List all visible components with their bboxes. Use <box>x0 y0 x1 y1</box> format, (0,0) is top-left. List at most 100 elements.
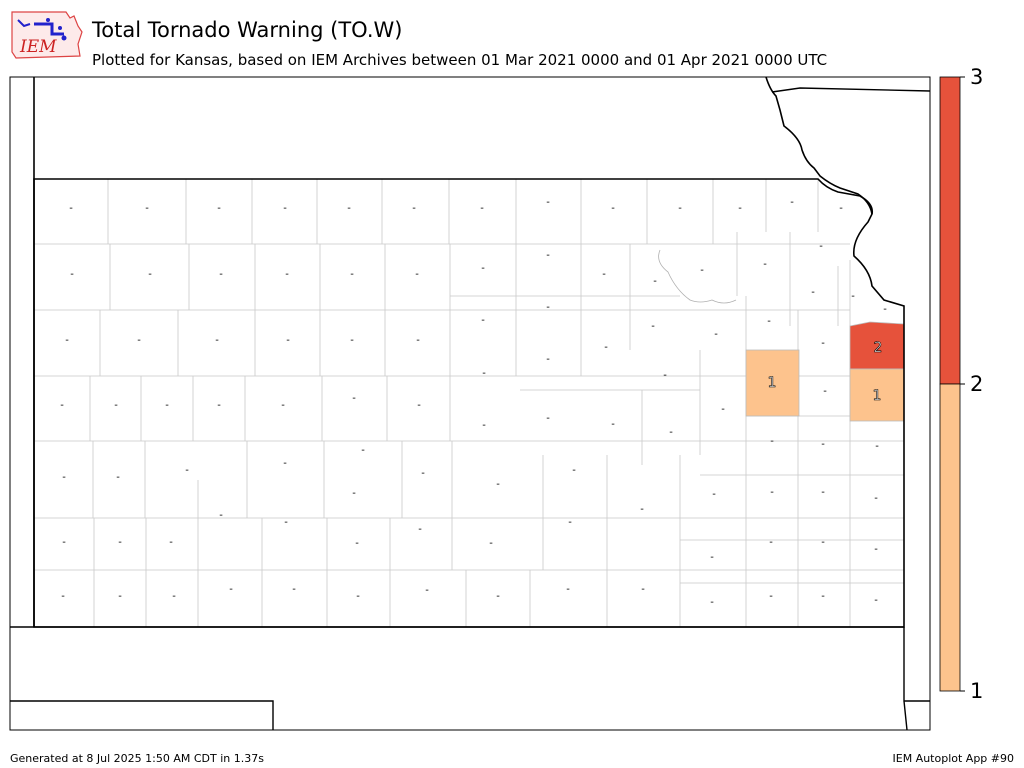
county-zero-marker: - <box>769 591 773 602</box>
county-zero-marker: - <box>145 203 149 214</box>
county-zero-marker: - <box>412 203 416 214</box>
county-zero-marker: - <box>215 335 219 346</box>
county-zero-marker: - <box>425 585 429 596</box>
county-zero-marker: - <box>482 368 486 379</box>
county-zero-marker: - <box>148 269 152 280</box>
county-zero-marker: - <box>284 517 288 528</box>
county-zero-marker: - <box>281 400 285 411</box>
county-zero-marker: - <box>283 458 287 469</box>
county-zero-marker: - <box>821 338 825 349</box>
missouri-river-border <box>765 76 873 215</box>
county-zero-marker: - <box>710 597 714 608</box>
county-zero-marker: - <box>480 203 484 214</box>
county-zero-marker: - <box>721 404 725 415</box>
county-zero-marker: - <box>874 493 878 504</box>
county-zero-marker: - <box>769 537 773 548</box>
county-zero-marker: - <box>611 419 615 430</box>
county-zero-marker: - <box>292 584 296 595</box>
county-value-label: 1 <box>873 388 882 404</box>
county-zero-marker: - <box>416 335 420 346</box>
app-footer: IEM Autoplot App #90 <box>892 752 1015 765</box>
county-zero-marker: - <box>61 591 65 602</box>
county-zero-marker: - <box>604 342 608 353</box>
generated-footer: Generated at 8 Jul 2025 1:50 AM CDT in 1… <box>10 752 264 765</box>
county-zero-marker: - <box>839 203 843 214</box>
county-zero-marker: - <box>350 269 354 280</box>
county-zero-marker: - <box>770 487 774 498</box>
map-subtitle: Plotted for Kansas, based on IEM Archive… <box>92 51 828 69</box>
county-zero-marker: - <box>883 304 887 315</box>
county-zero-marker: - <box>496 479 500 490</box>
county-zero-marker: - <box>65 335 69 346</box>
county-zero-marker: - <box>714 329 718 340</box>
county-zero-marker: - <box>566 584 570 595</box>
county-zero-marker: - <box>229 584 233 595</box>
colorbar-tick-label: 2 <box>970 372 984 396</box>
county-zero-marker: - <box>219 510 223 521</box>
county-zero-marker: - <box>283 203 287 214</box>
svg-text:IEM: IEM <box>19 37 57 57</box>
county-zero-marker: - <box>350 335 354 346</box>
colorbar-tick-label: 3 <box>970 65 984 89</box>
county-zero-marker: - <box>496 591 500 602</box>
county-zero-marker: - <box>217 203 221 214</box>
county-zero-marker: - <box>118 537 122 548</box>
county-zero-marker: - <box>678 203 682 214</box>
county-zero-marker: - <box>285 269 289 280</box>
county-zero-marker: - <box>738 203 742 214</box>
county-zero-marker: - <box>62 537 66 548</box>
county-zero-marker: - <box>219 269 223 280</box>
county-zero-marker: - <box>546 354 550 365</box>
county-zero-marker: - <box>790 197 794 208</box>
county-zero-marker: - <box>60 400 64 411</box>
county-zero-marker: - <box>700 265 704 276</box>
county-zero-marker: - <box>172 591 176 602</box>
county-zero-marker: - <box>137 335 141 346</box>
county-zero-marker: - <box>767 316 771 327</box>
county-zero-marker: - <box>821 487 825 498</box>
county-zero-marker: - <box>165 400 169 411</box>
county-zero-marker: - <box>851 291 855 302</box>
county-zero-marker: - <box>356 591 360 602</box>
county-zero-marker: - <box>355 538 359 549</box>
county-zero-marker: - <box>821 537 825 548</box>
county-zero-marker: - <box>568 517 572 528</box>
county-zero-marker: - <box>169 537 173 548</box>
county-zero-marker: - <box>421 468 425 479</box>
county-zero-marker: - <box>482 420 486 431</box>
county-fill <box>849 368 905 422</box>
county-zero-marker: - <box>821 591 825 602</box>
county-zero-marker: - <box>118 591 122 602</box>
county-zero-marker: - <box>641 584 645 595</box>
county-zero-marker: - <box>663 370 667 381</box>
map-title: Total Tornado Warning (TO.W) <box>92 18 403 42</box>
county-zero-marker: - <box>611 203 615 214</box>
county-zero-marker: - <box>286 335 290 346</box>
county-zero-marker: - <box>546 197 550 208</box>
county-zero-marker: - <box>651 321 655 332</box>
county-zero-marker: - <box>69 203 73 214</box>
county-value-label: 2 <box>874 340 883 356</box>
county-zero-marker: - <box>361 445 365 456</box>
county-zero-marker: - <box>602 269 606 280</box>
county-zero-marker: - <box>546 302 550 313</box>
county-zero-marker: - <box>489 538 493 549</box>
county-zero-marker: - <box>710 552 714 563</box>
colorbar <box>939 76 965 692</box>
county-zero-marker: - <box>653 276 657 287</box>
county-zero-marker: - <box>640 504 644 515</box>
county-zero-marker: - <box>418 524 422 535</box>
county-zero-marker: - <box>70 269 74 280</box>
county-zero-marker: - <box>546 413 550 424</box>
county-value-label: 1 <box>768 375 777 391</box>
county-zero-marker: - <box>546 250 550 261</box>
county-zero-marker: - <box>811 287 815 298</box>
county-zero-marker: - <box>875 441 879 452</box>
county-fill <box>745 349 800 417</box>
county-zero-marker: - <box>481 315 485 326</box>
county-zero-marker: - <box>417 400 421 411</box>
county-zero-marker: - <box>62 472 66 483</box>
county-zero-marker: - <box>185 465 189 476</box>
county-zero-marker: - <box>669 427 673 438</box>
